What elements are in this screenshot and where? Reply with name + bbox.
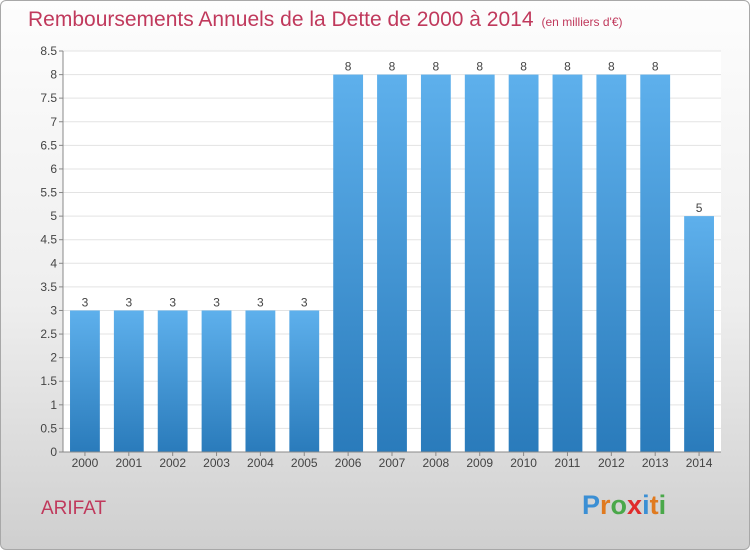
- data-label: 3: [169, 295, 176, 309]
- y-tick-label: 7: [50, 115, 57, 129]
- x-tick-label: 2013: [642, 456, 669, 470]
- x-tick-label: 2004: [247, 456, 274, 470]
- data-label: 8: [652, 60, 659, 74]
- chart-title: Remboursements Annuels de la Dette de 20…: [28, 8, 623, 32]
- bar: [289, 310, 320, 452]
- data-label: 8: [520, 60, 527, 74]
- x-tick-label: 2003: [203, 456, 230, 470]
- y-tick-label: 2.5: [40, 327, 57, 341]
- bar: [113, 310, 144, 452]
- y-tick-label: 0.5: [40, 421, 57, 435]
- y-tick-label: 4.5: [40, 233, 57, 247]
- y-tick-label: 6: [50, 162, 57, 176]
- bar: [333, 74, 364, 453]
- x-tick-label: 2011: [555, 456, 581, 470]
- x-tick-label: 2006: [335, 456, 362, 470]
- x-tick-label: 2002: [159, 456, 186, 470]
- data-label: 8: [345, 60, 352, 74]
- x-tick-label: 2010: [510, 456, 537, 470]
- y-tick-label: 8: [50, 68, 57, 82]
- data-label: 3: [257, 295, 264, 309]
- bar: [377, 74, 407, 453]
- y-tick-label: 5.5: [40, 186, 57, 200]
- bar: [464, 74, 495, 453]
- proxiti-logo: Proxiti: [582, 490, 666, 521]
- y-tick-label: 7.5: [40, 91, 57, 105]
- x-tick-label: 2001: [115, 456, 142, 470]
- x-tick-label: 2009: [466, 456, 493, 470]
- x-tick-label: 2014: [686, 456, 713, 470]
- data-label: 3: [301, 295, 308, 309]
- chart-unit-label: (en milliers d'€): [541, 15, 623, 29]
- logo-letter: i: [658, 490, 667, 520]
- data-label: 8: [433, 60, 440, 74]
- bar: [508, 74, 539, 453]
- bar: [640, 74, 671, 453]
- x-tick-label: 2012: [598, 456, 625, 470]
- y-tick-label: 1.5: [40, 374, 57, 388]
- x-tick-label: 2008: [423, 456, 450, 470]
- data-label: 8: [564, 60, 571, 74]
- logo-letter: i: [642, 490, 650, 520]
- commune-name: ARIFAT: [41, 498, 107, 519]
- bar: [201, 310, 232, 452]
- y-tick-label: 3: [50, 303, 57, 317]
- x-tick-label: 2000: [72, 456, 99, 470]
- logo-letter: o: [610, 490, 628, 520]
- y-tick-label: 0: [50, 445, 57, 459]
- data-label: 3: [213, 295, 220, 309]
- x-tick-label: 2007: [379, 456, 406, 470]
- data-label: 3: [82, 295, 89, 309]
- data-label: 5: [696, 201, 703, 215]
- x-tick-label: 2005: [291, 456, 318, 470]
- y-tick-label: 2: [50, 351, 57, 365]
- y-tick-label: 4: [50, 256, 57, 270]
- bar: [684, 216, 714, 452]
- bar: [70, 310, 100, 452]
- logo-letter: x: [627, 490, 643, 520]
- logo-letter: P: [582, 490, 601, 520]
- bar: [157, 310, 188, 452]
- bar: [245, 310, 276, 452]
- y-tick-label: 6.5: [40, 138, 57, 152]
- bar: [420, 74, 451, 453]
- y-tick-label: 3.5: [40, 280, 57, 294]
- bar: [596, 74, 627, 453]
- logo-letter: t: [649, 490, 659, 520]
- y-tick-label: 5: [50, 209, 57, 223]
- y-tick-label: 8.5: [40, 44, 57, 58]
- data-label: 3: [125, 295, 132, 309]
- data-label: 8: [476, 60, 483, 74]
- logo-letter: r: [600, 490, 611, 520]
- data-label: 8: [389, 60, 396, 74]
- data-label: 8: [608, 60, 615, 74]
- chart-title-text: Remboursements Annuels de la Dette de 20…: [28, 8, 534, 31]
- y-tick-label: 1: [50, 398, 57, 412]
- bar: [552, 74, 583, 453]
